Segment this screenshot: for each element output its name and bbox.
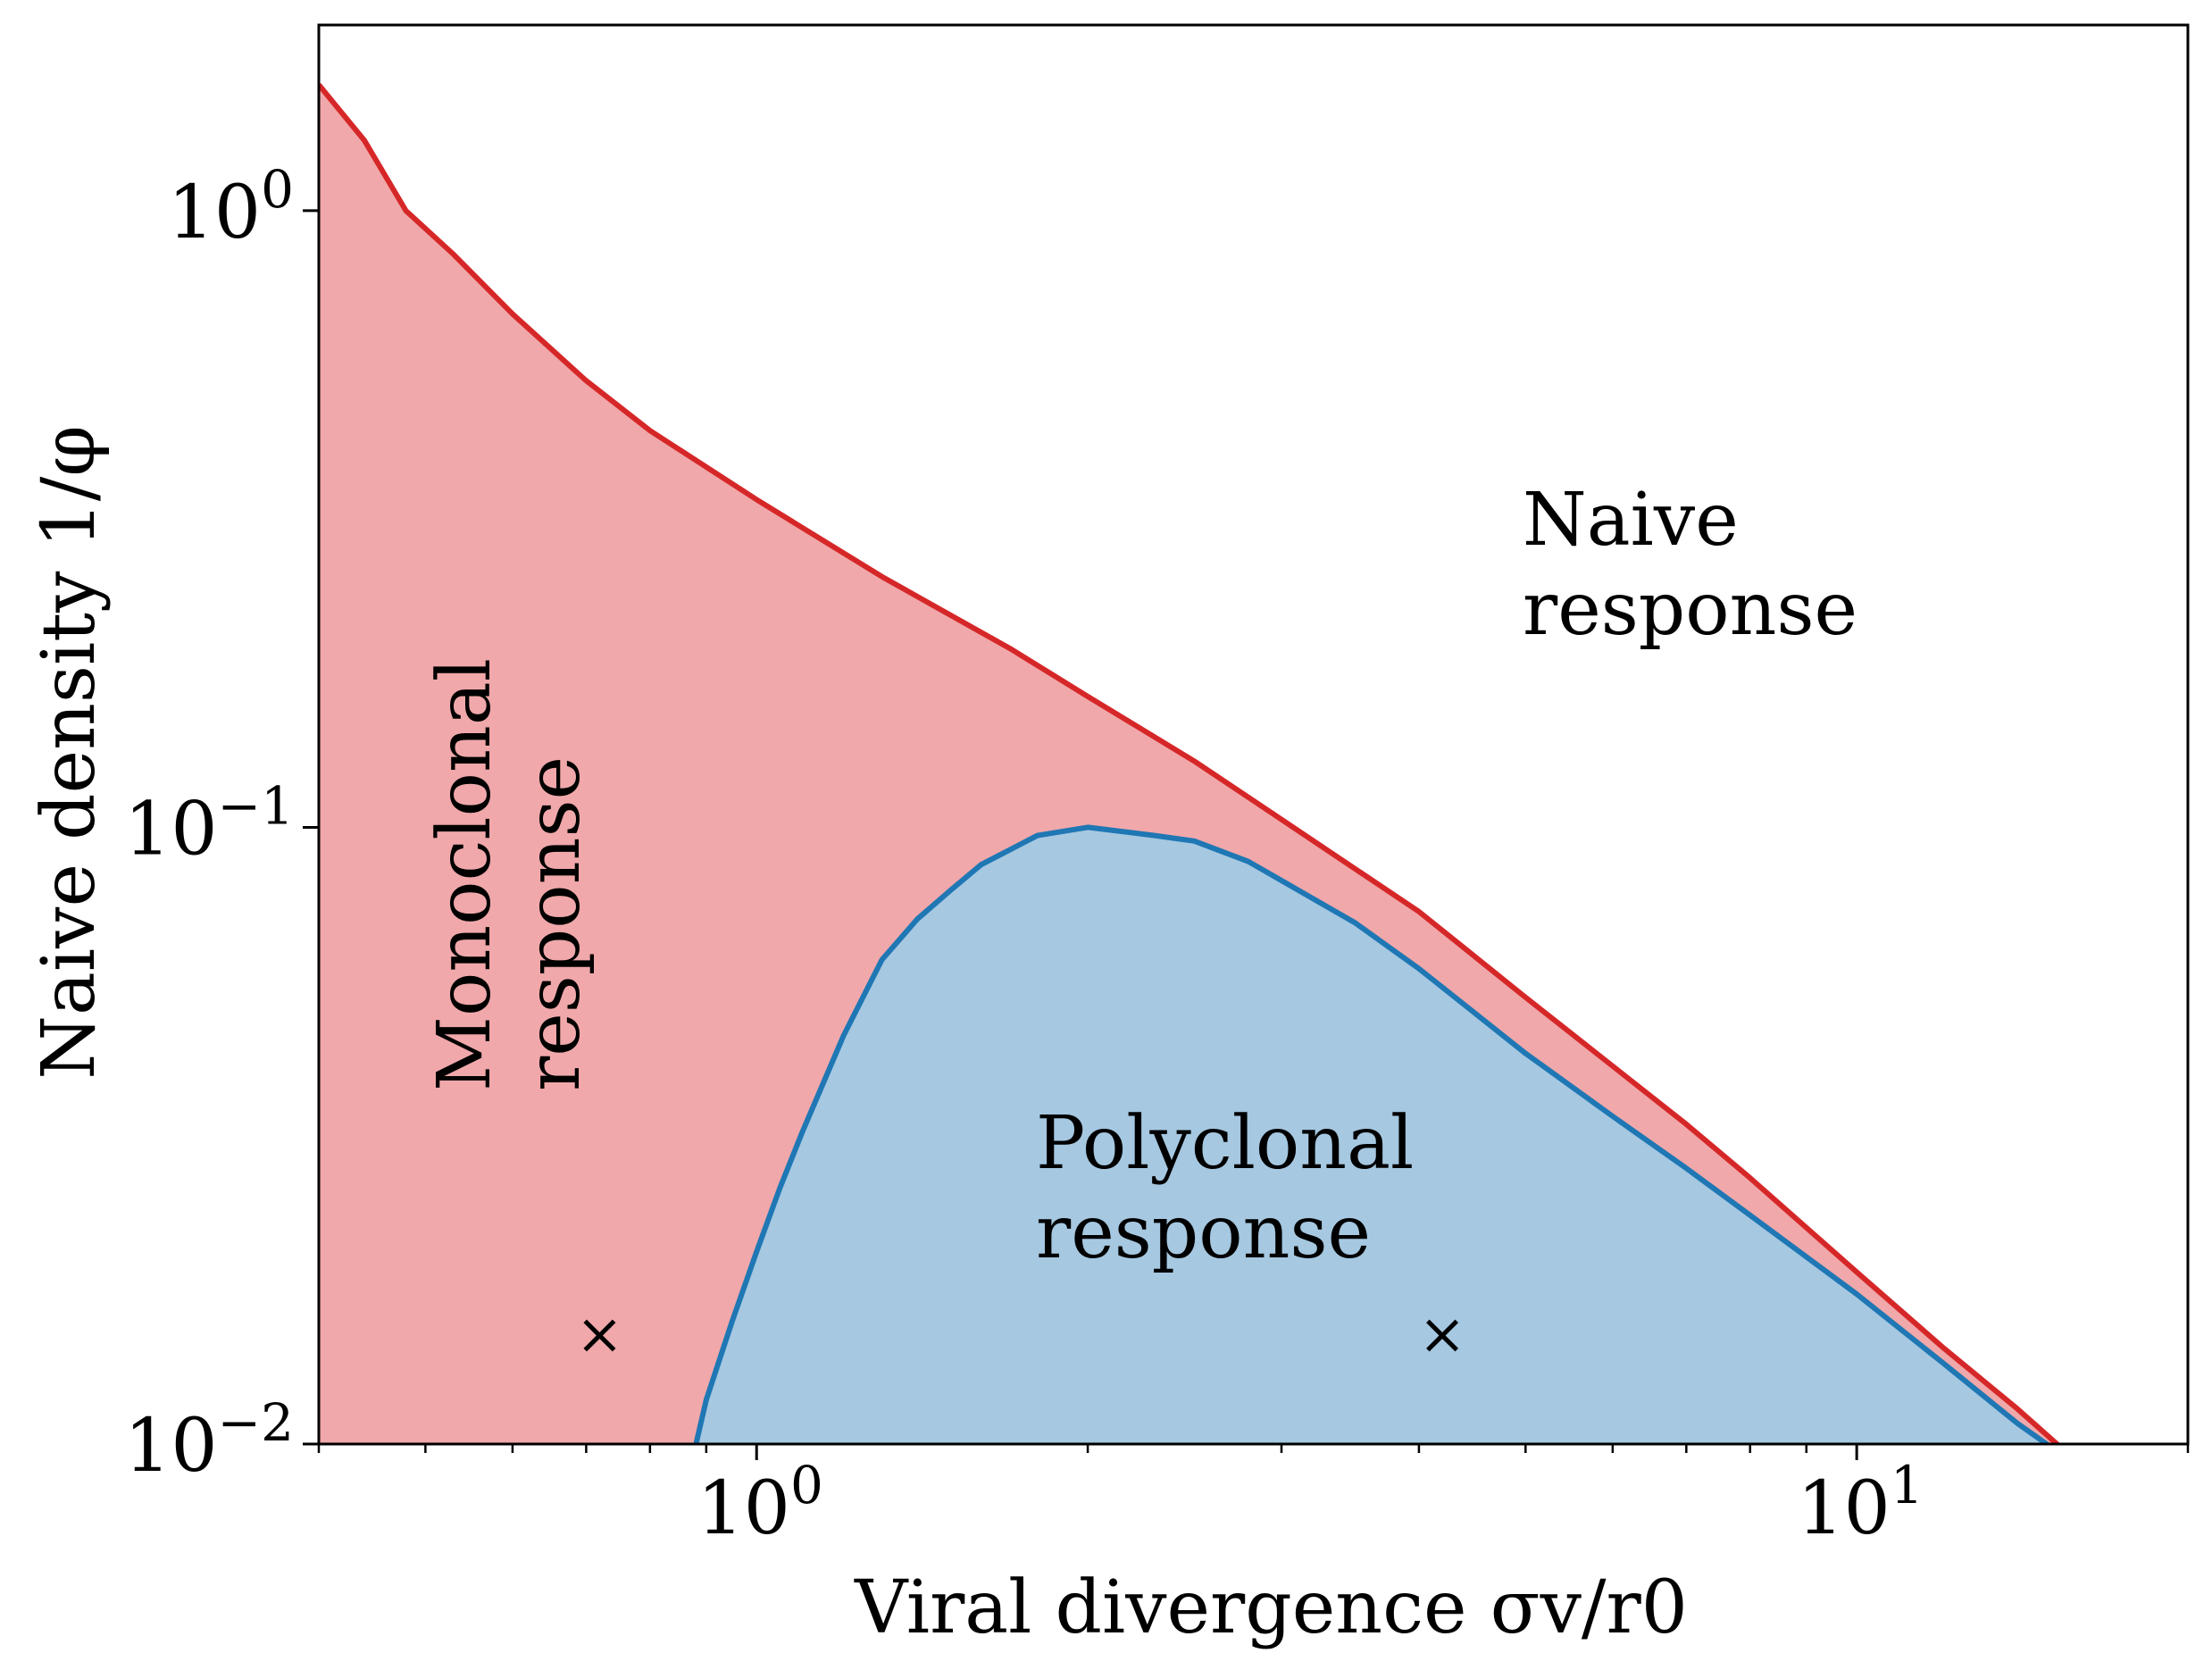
polyclonal-boundary-line (693, 824, 2052, 1444)
x-tick-label: 101 (1798, 1455, 1924, 1551)
naive-monoclonal-boundary-line (319, 82, 2061, 1444)
polyclonal-region-fill (696, 827, 2047, 1444)
x-axis-label: Viral divergence σv/r0 (854, 1565, 1688, 1650)
naive-response-label-line: Naive (1523, 478, 1739, 563)
axes-frame (317, 23, 2190, 1446)
cross-marker: × (1418, 1301, 1466, 1367)
monoclonal-response-label-line: response (512, 756, 597, 1091)
point-markers: × × (576, 1301, 1466, 1367)
monoclonal-response-label: Monoclonal response (422, 658, 597, 1091)
polyclonal-response-label-line: Polyclonal (1036, 1101, 1414, 1186)
y-tick-label: 10−1 (124, 775, 294, 872)
polyclonal-response-label-line: response (1036, 1190, 1371, 1275)
region-fills (319, 84, 2066, 1444)
cross-marker: × (576, 1301, 624, 1367)
naive-response-label-line: response (1523, 567, 1857, 652)
boundary-lines (319, 82, 2061, 1444)
region-annotations: NaiveresponsePolyclonalresponseMonoclona… (422, 478, 1857, 1275)
y-tick-label: 10−2 (124, 1392, 294, 1489)
x-tick-label: 100 (697, 1455, 823, 1551)
monoclonal-region-fill (319, 84, 2066, 1444)
monoclonal-response-label-line: Monoclonal (422, 658, 507, 1091)
y-tick-label: 100 (168, 159, 294, 255)
y-axis-label: Naive density 1/φ (27, 425, 112, 1079)
